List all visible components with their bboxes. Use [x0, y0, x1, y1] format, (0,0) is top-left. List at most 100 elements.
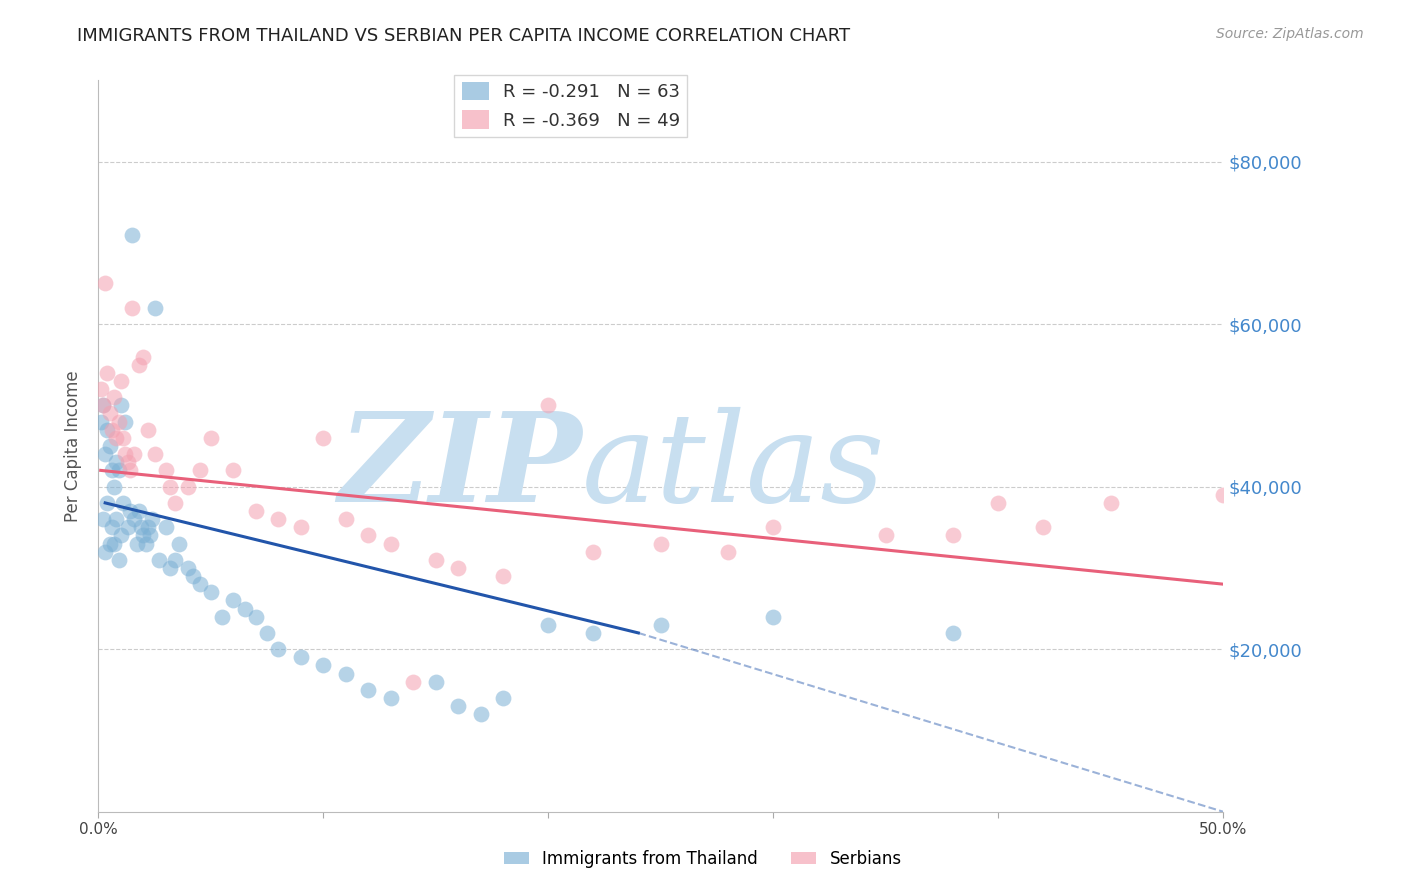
Point: [103, 536, 125, 550]
Point: [143, 301, 166, 315]
Point: [107, 463, 129, 477]
Point: [335, 512, 357, 526]
Point: [402, 674, 425, 689]
Point: [492, 690, 515, 705]
Point: [112, 496, 135, 510]
Point: [98, 536, 121, 550]
Point: [94, 447, 117, 461]
Point: [103, 480, 125, 494]
Point: [155, 520, 177, 534]
Point: [875, 528, 897, 542]
Point: [762, 609, 785, 624]
Point: [537, 398, 560, 412]
Point: [96, 423, 118, 437]
Point: [222, 593, 245, 607]
Point: [267, 512, 290, 526]
Point: [132, 528, 155, 542]
Legend: Immigrants from Thailand, Serbians: Immigrants from Thailand, Serbians: [498, 844, 908, 875]
Point: [357, 528, 380, 542]
Point: [650, 536, 672, 550]
Point: [114, 415, 136, 429]
Point: [425, 674, 447, 689]
Point: [105, 512, 128, 526]
Point: [155, 463, 177, 477]
Point: [107, 553, 129, 567]
Point: [447, 561, 470, 575]
Point: [1212, 488, 1234, 502]
Point: [357, 682, 380, 697]
Point: [103, 390, 125, 404]
Point: [177, 480, 200, 494]
Point: [335, 666, 357, 681]
Point: [117, 455, 139, 469]
Point: [90, 382, 112, 396]
Point: [136, 520, 159, 534]
Point: [942, 626, 965, 640]
Point: [96, 496, 118, 510]
Point: [987, 496, 1010, 510]
Point: [159, 480, 181, 494]
Point: [91, 398, 114, 412]
Point: [94, 544, 117, 558]
Point: [141, 512, 163, 526]
Point: [91, 512, 114, 526]
Point: [200, 585, 222, 599]
Point: [110, 374, 132, 388]
Point: [762, 520, 785, 534]
Point: [181, 569, 204, 583]
Point: [312, 658, 335, 673]
Text: IMMIGRANTS FROM THAILAND VS SERBIAN PER CAPITA INCOME CORRELATION CHART: IMMIGRANTS FROM THAILAND VS SERBIAN PER …: [77, 27, 851, 45]
Point: [650, 617, 672, 632]
Point: [148, 553, 170, 567]
Point: [114, 447, 136, 461]
Y-axis label: Per Capita Income: Per Capita Income: [65, 370, 83, 522]
Point: [256, 626, 278, 640]
Point: [112, 431, 135, 445]
Point: [163, 496, 186, 510]
Point: [942, 528, 965, 542]
Point: [98, 407, 121, 421]
Point: [124, 512, 146, 526]
Point: [582, 626, 605, 640]
Point: [245, 504, 267, 518]
Point: [222, 463, 245, 477]
Point: [233, 601, 256, 615]
Point: [139, 528, 162, 542]
Point: [290, 650, 312, 665]
Point: [132, 350, 155, 364]
Point: [101, 423, 124, 437]
Text: Source: ZipAtlas.com: Source: ZipAtlas.com: [1216, 27, 1364, 41]
Point: [188, 463, 211, 477]
Point: [101, 520, 124, 534]
Point: [107, 415, 129, 429]
Point: [312, 431, 335, 445]
Point: [101, 463, 124, 477]
Point: [169, 536, 191, 550]
Point: [211, 609, 233, 624]
Point: [200, 431, 222, 445]
Point: [121, 227, 143, 242]
Point: [98, 439, 121, 453]
Point: [96, 366, 118, 380]
Point: [90, 415, 112, 429]
Point: [582, 544, 605, 558]
Point: [110, 528, 132, 542]
Point: [245, 609, 267, 624]
Point: [267, 642, 290, 657]
Point: [447, 699, 470, 714]
Point: [136, 423, 159, 437]
Point: [105, 431, 128, 445]
Point: [124, 447, 146, 461]
Point: [118, 463, 141, 477]
Point: [143, 447, 166, 461]
Point: [94, 277, 117, 291]
Text: atlas: atlas: [582, 407, 886, 529]
Point: [110, 398, 132, 412]
Point: [188, 577, 211, 591]
Point: [1099, 496, 1122, 510]
Point: [128, 358, 150, 372]
Point: [121, 301, 143, 315]
Point: [470, 707, 492, 722]
Point: [1032, 520, 1054, 534]
Point: [177, 561, 200, 575]
